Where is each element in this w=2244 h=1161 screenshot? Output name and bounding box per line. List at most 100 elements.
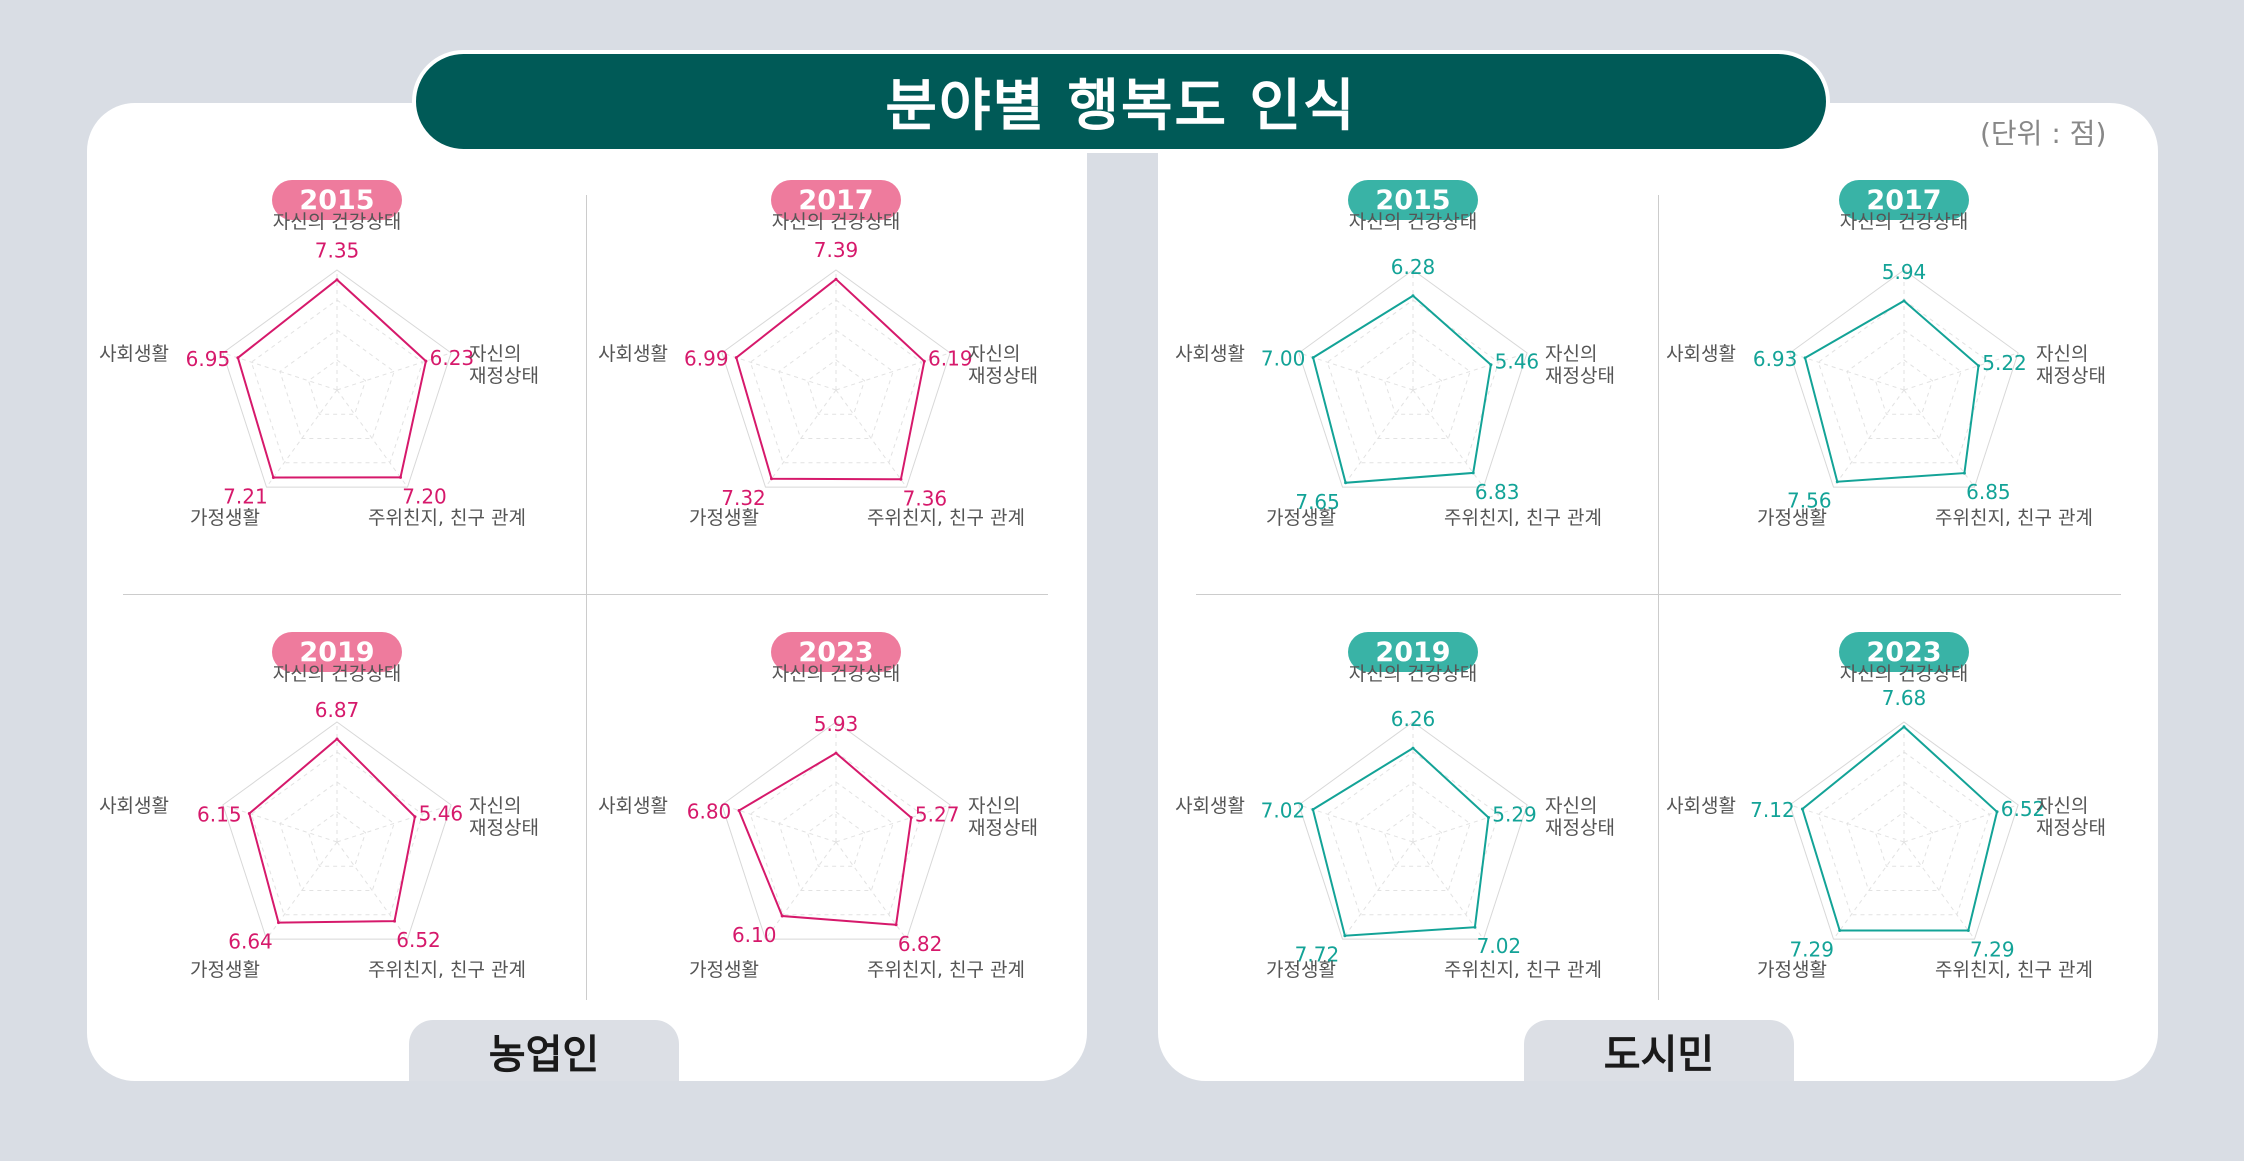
grid-ring: [1326, 751, 1500, 916]
axis-spoke: [1298, 352, 1414, 391]
grid-ring: [1355, 781, 1471, 891]
value-label: 6.87: [315, 698, 360, 722]
data-point: [1344, 481, 1348, 485]
data-point: [271, 476, 275, 479]
value-label: 6.19: [928, 346, 973, 370]
data-point: [1343, 934, 1347, 938]
axis-label: 자신의 건강상태: [273, 211, 401, 233]
grid-ring: [1817, 751, 1991, 916]
data-point: [1902, 299, 1906, 303]
axis-label: 사회생활: [598, 343, 668, 365]
axis-spoke: [1789, 804, 1905, 843]
grid-ring: [307, 811, 367, 867]
axis-label: 자신의 건강상태: [772, 211, 900, 233]
axis-label: 가정생활: [689, 959, 759, 981]
grid-ring: [222, 269, 452, 488]
axis-label: 자신의 건강상태: [1840, 211, 1968, 233]
axis-spoke: [1903, 804, 2019, 843]
axis-label: 주위친지, 친구 관계: [1444, 507, 1602, 529]
axis-label: 주위친지, 친구 관계: [368, 959, 526, 981]
value-label: 6.64: [228, 930, 273, 954]
value-label: 5.29: [1492, 803, 1537, 827]
axis-spoke: [1903, 841, 1975, 940]
axis-label: 자신의 재정상태: [469, 795, 539, 839]
year-badge: 2019: [1348, 632, 1478, 672]
grid-ring: [749, 299, 923, 464]
data-point: [1471, 471, 1475, 475]
grid-ring: [1846, 329, 1962, 439]
data-point: [1995, 810, 1999, 814]
axis-label: 자신의 재정상태: [469, 343, 539, 387]
data-point: [1838, 929, 1842, 932]
data-point: [922, 359, 926, 363]
axis-spoke: [1833, 389, 1905, 488]
grid-ring: [1355, 329, 1471, 439]
value-label: 7.20: [402, 484, 447, 508]
axis-label: 자신의 재정상태: [1545, 343, 1615, 387]
grid-ring: [778, 781, 894, 891]
data-point: [899, 477, 903, 481]
farmer-panel: [87, 103, 1087, 1081]
axis-spoke: [336, 841, 408, 940]
value-label: 7.02: [1477, 934, 1522, 958]
farmer-horizontal-divider: [123, 594, 1048, 595]
value-label: 6.85: [1966, 480, 2011, 504]
grid-ring: [778, 329, 894, 439]
unit-label: (단위 : 점): [1980, 117, 2107, 150]
grid-ring: [1789, 721, 2019, 940]
grid-ring: [1817, 299, 1991, 464]
axis-spoke: [336, 389, 408, 488]
year-badge: 2023: [1839, 632, 1969, 672]
grid-ring: [1298, 721, 1528, 940]
data-point: [909, 816, 913, 820]
data-point: [247, 812, 251, 815]
axis-label: 자신의 재정상태: [968, 343, 1038, 387]
value-label: 7.12: [1750, 798, 1795, 822]
data-point: [399, 475, 402, 479]
value-label: 7.39: [814, 238, 859, 262]
axis-label: 사회생활: [1666, 343, 1736, 365]
axis-label: 사회생활: [1175, 343, 1245, 365]
data-polygon: [1801, 725, 1999, 932]
data-point: [734, 356, 738, 360]
value-label: 6.80: [687, 800, 732, 824]
year-badge: 2019: [272, 632, 402, 672]
axis-spoke: [1412, 841, 1484, 940]
axis-label: 자신의 재정상태: [968, 795, 1038, 839]
axis-label: 자신의 재정상태: [1545, 795, 1615, 839]
grid-ring: [279, 781, 395, 891]
data-point: [1311, 808, 1315, 811]
axis-label: 자신의 건강상태: [772, 663, 900, 685]
data-point: [780, 914, 784, 918]
grid-ring: [1874, 359, 1934, 415]
grid-ring: [1846, 781, 1962, 891]
grid-ring: [279, 329, 395, 439]
axis-label: 사회생활: [1666, 795, 1736, 817]
data-point: [1411, 294, 1415, 298]
grid-ring: [721, 269, 951, 488]
axis-label: 자신의 재정상태: [2036, 795, 2106, 839]
axis-label: 주위친지, 친구 관계: [1935, 507, 2093, 529]
axis-spoke: [765, 389, 837, 488]
data-point: [894, 923, 898, 927]
axis-label: 자신의 건강상태: [1840, 663, 1968, 685]
value-label: 6.83: [1475, 480, 1520, 504]
data-point: [335, 278, 339, 282]
grid-ring: [749, 751, 923, 916]
grid-ring: [721, 721, 951, 940]
grid-ring: [806, 811, 866, 867]
value-label: 6.10: [732, 923, 777, 947]
data-point: [335, 737, 339, 741]
axis-spoke: [1298, 804, 1414, 843]
grid-ring: [1326, 299, 1500, 464]
axis-spoke: [721, 804, 837, 843]
axis-label: 가정생활: [190, 507, 260, 529]
data-point: [236, 356, 240, 360]
axis-spoke: [1412, 804, 1528, 843]
data-point: [1489, 363, 1493, 367]
